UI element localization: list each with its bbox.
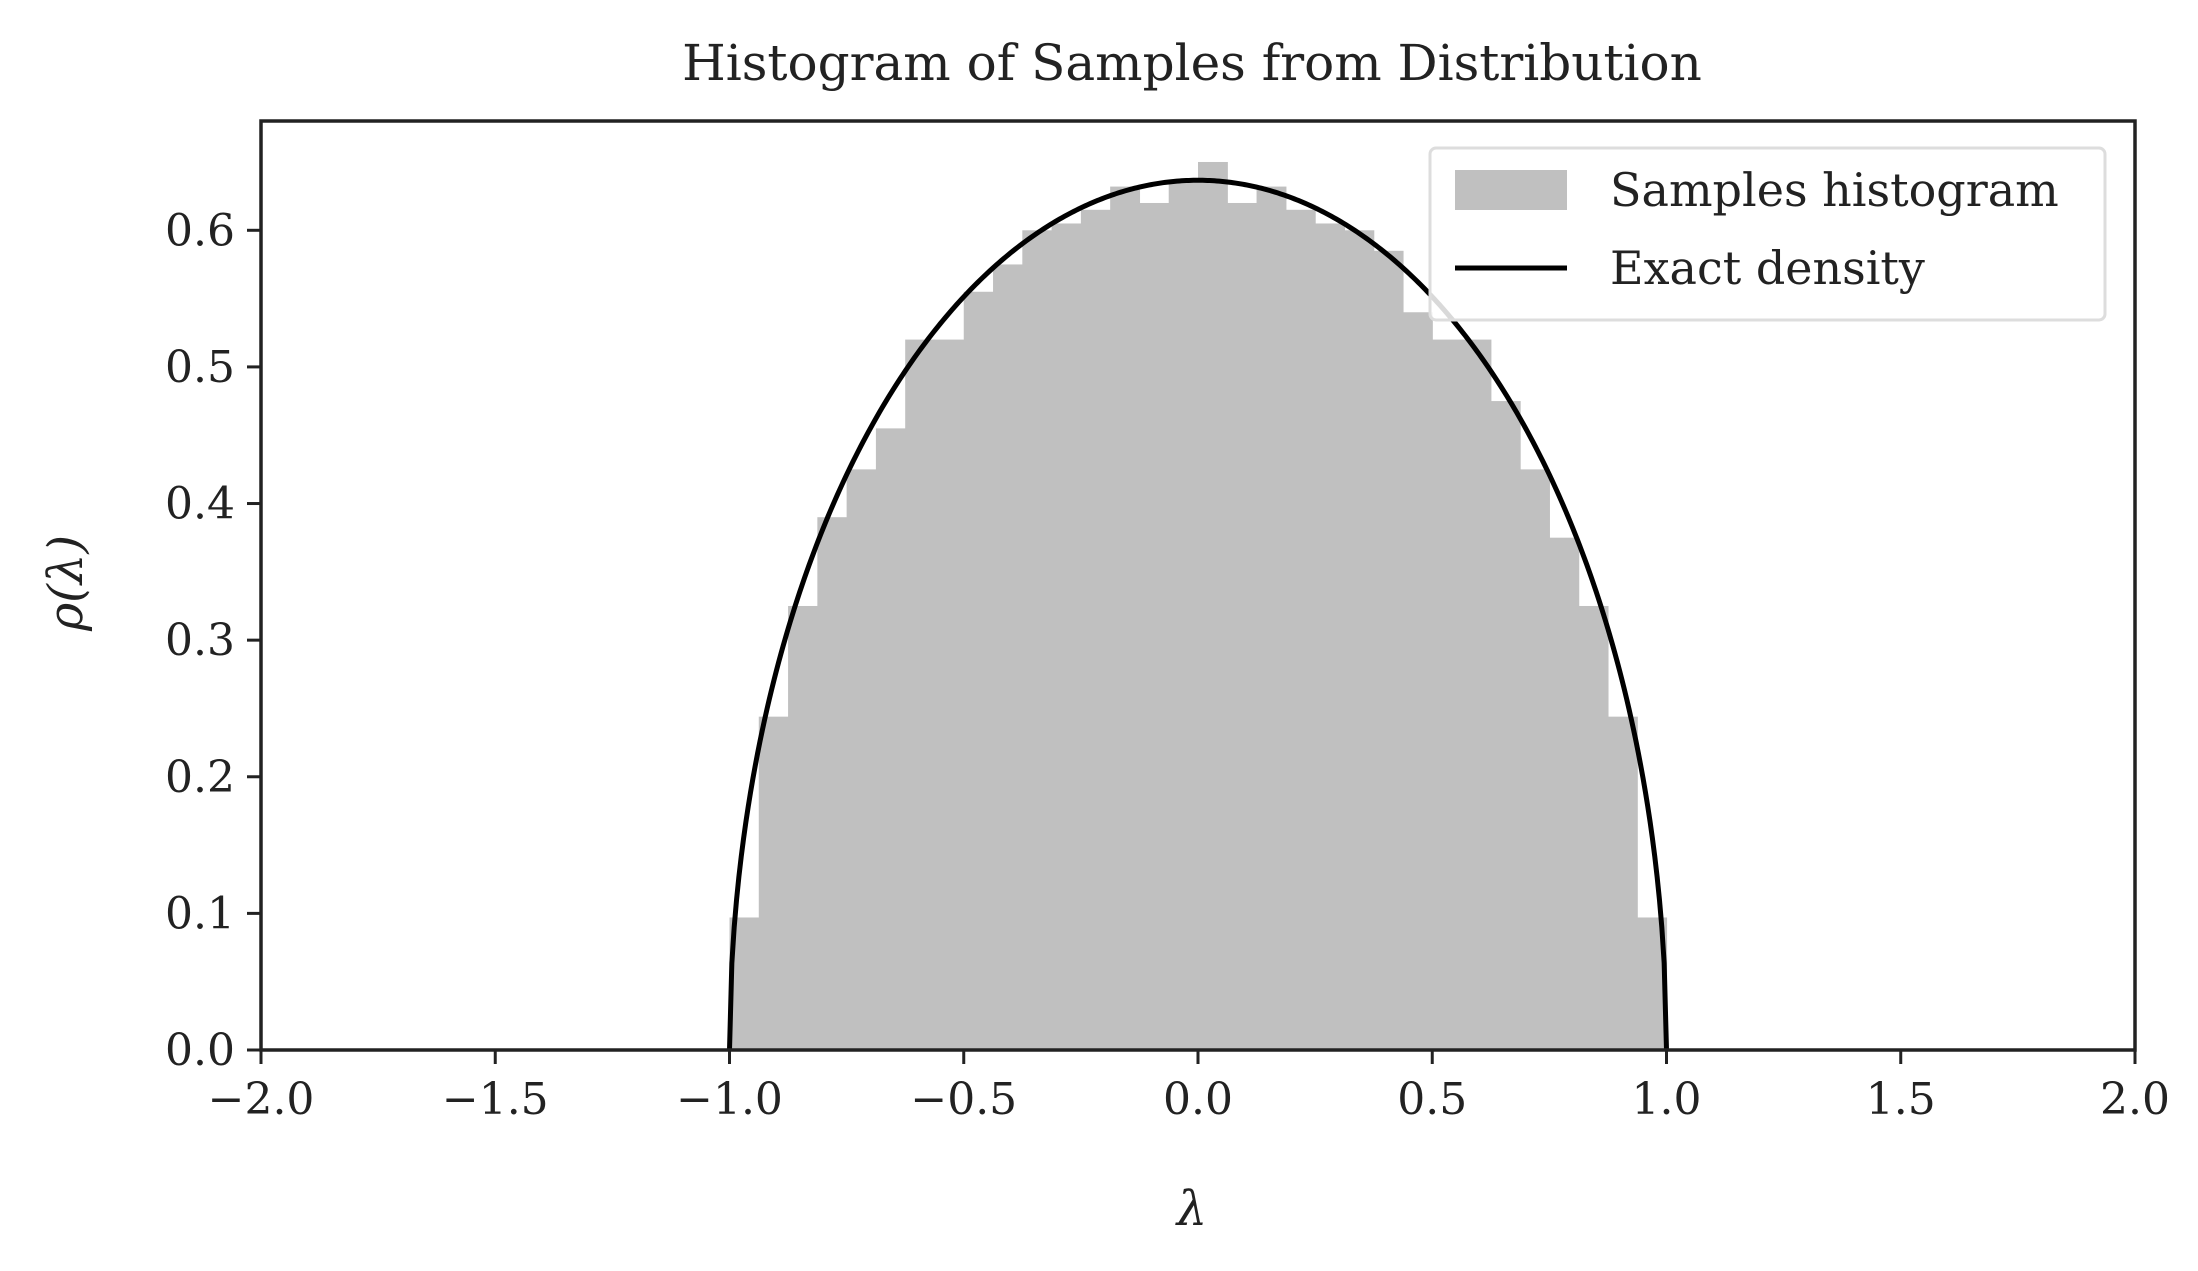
histogram-bar (846, 469, 877, 1050)
legend-box (1428, 146, 2107, 322)
histogram-bar (993, 264, 1023, 1051)
histogram-bar (1432, 339, 1463, 1050)
x-axis-ticks: −2.0 −1.5 −1.0 −0.5 0.0 0.5 1.0 1.5 2.0 (208, 1050, 2170, 1125)
x-tick-label: 0.5 (1397, 1074, 1467, 1125)
histogram-bar (1198, 161, 1228, 1050)
histogram-bar (1520, 469, 1550, 1050)
histogram-bar (1080, 209, 1111, 1051)
histogram-bar (1461, 339, 1492, 1050)
y-axis-label: ρ(λ) (38, 535, 94, 632)
y-tick-label: 0.5 (165, 342, 235, 393)
x-axis-label: λ (1175, 1181, 1207, 1237)
x-tick-label: −1.0 (676, 1074, 783, 1125)
legend-swatch-histogram (1455, 170, 1567, 210)
chart-title: Histogram of Samples from Distribution (682, 34, 1702, 92)
y-tick-label: 0.0 (165, 1025, 235, 1076)
y-tick-label: 0.6 (165, 205, 235, 256)
legend: Samples histogram Exact density (1428, 146, 2107, 322)
histogram-bar (1315, 223, 1346, 1050)
x-tick-label: 1.0 (1632, 1074, 1702, 1125)
histogram-bar (1578, 605, 1609, 1050)
histogram-bar (1022, 230, 1053, 1050)
histogram-bar (1373, 250, 1404, 1051)
legend-label-histogram: Samples histogram (1610, 163, 2059, 217)
histogram-bar (1285, 209, 1316, 1051)
x-tick-label: −0.5 (910, 1074, 1017, 1125)
histogram-bar (1607, 716, 1638, 1050)
x-tick-label: −1.5 (442, 1074, 549, 1125)
histogram-bar (1227, 202, 1258, 1050)
histogram-bar (817, 517, 848, 1050)
histogram-bar (1344, 230, 1375, 1050)
histogram-bars (729, 161, 1668, 1051)
histogram-bar (875, 428, 906, 1050)
histogram-bar (788, 605, 818, 1050)
histogram-bar (1256, 186, 1287, 1050)
histogram-bar (963, 291, 994, 1050)
x-tick-label: −2.0 (208, 1074, 315, 1125)
y-tick-label: 0.2 (165, 752, 235, 803)
y-tick-label: 0.4 (165, 479, 235, 530)
histogram-bar (1168, 181, 1199, 1051)
exact-density-curve (727, 177, 1669, 1051)
histogram-bar (1051, 223, 1082, 1050)
histogram-bar (1490, 401, 1521, 1050)
y-tick-label: 0.1 (165, 888, 235, 939)
plot-area (727, 161, 1669, 1051)
histogram-bar (758, 716, 789, 1050)
x-tick-label: 2.0 (2100, 1074, 2170, 1125)
histogram-bar (934, 339, 965, 1050)
histogram-bar (1549, 537, 1580, 1050)
x-tick-label: 0.0 (1163, 1074, 1233, 1125)
x-tick-label: 1.5 (1866, 1074, 1936, 1125)
histogram-bar (1402, 312, 1433, 1050)
histogram-bar (1139, 202, 1170, 1050)
y-tick-label: 0.3 (165, 615, 235, 666)
y-axis-ticks: 0.0 0.1 0.2 0.3 0.4 0.5 0.6 (165, 205, 261, 1076)
histogram-bar (1110, 186, 1141, 1050)
legend-label-density: Exact density (1610, 241, 1925, 295)
histogram-bar (905, 339, 936, 1050)
